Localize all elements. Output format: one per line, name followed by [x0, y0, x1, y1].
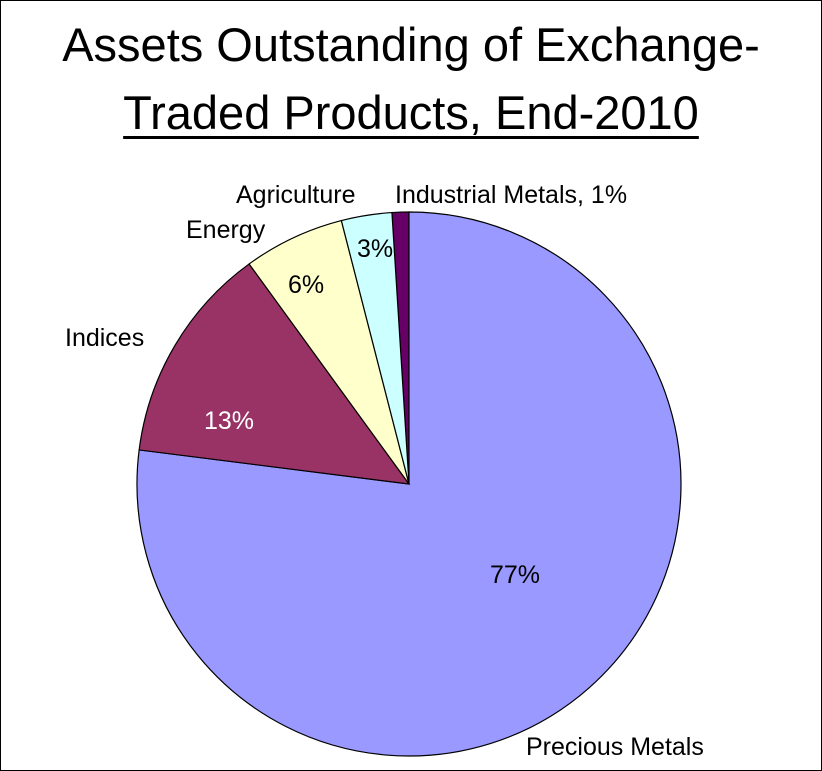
- chart-title-line2-text: Traded Products, End-2010: [123, 86, 699, 139]
- label-indices: Indices: [65, 324, 144, 352]
- chart-title-line2: Traded Products, End-2010: [0, 86, 822, 140]
- label-industrial-metals: Industrial Metals, 1%: [395, 181, 627, 209]
- pie-slices: [136, 211, 682, 757]
- label-energy: Energy: [186, 216, 266, 244]
- pie-slice-agriculture: [340, 211, 410, 485]
- label-precious-metals: Precious Metals: [526, 733, 704, 761]
- data-label-precious-metals: 77%: [490, 561, 540, 589]
- data-label-indices: 13%: [204, 407, 254, 435]
- data-label-energy: 6%: [288, 271, 324, 299]
- label-agriculture: Agriculture: [236, 181, 356, 209]
- data-label-agriculture: 3%: [357, 235, 393, 263]
- pie-slice-indices: [138, 263, 411, 485]
- chart-title-line1: Assets Outstanding of Exchange-: [62, 18, 760, 71]
